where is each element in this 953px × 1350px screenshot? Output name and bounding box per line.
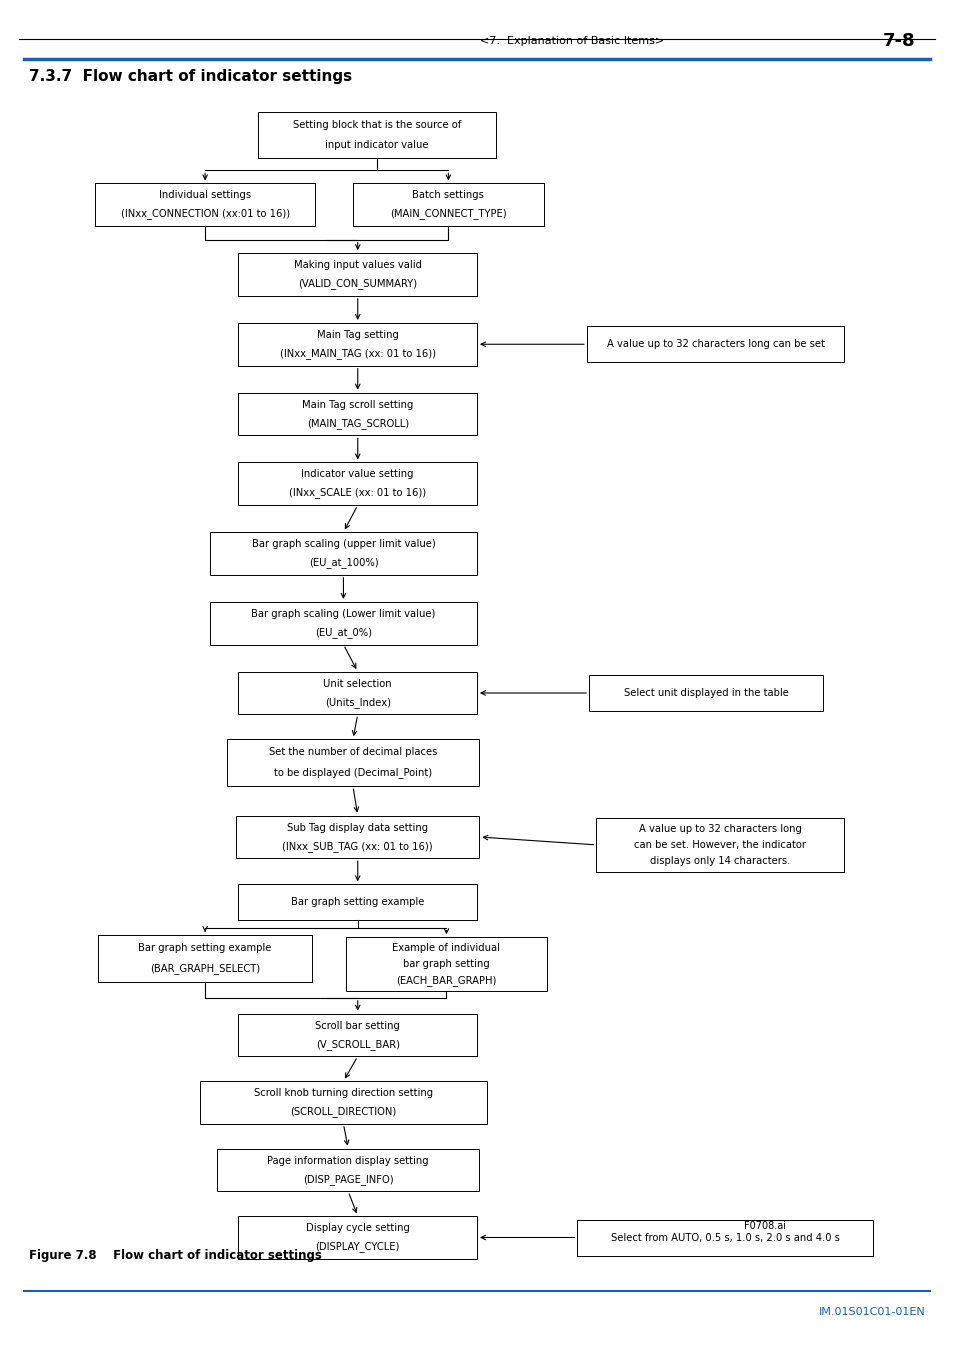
Bar	[200, 1081, 486, 1123]
Text: Set the number of decimal places: Set the number of decimal places	[269, 748, 436, 757]
Text: 7-8: 7-8	[882, 31, 915, 50]
Text: Scroll knob turning direction setting: Scroll knob turning direction setting	[253, 1088, 433, 1098]
Text: F0708.ai: F0708.ai	[743, 1220, 785, 1231]
Text: A value up to 32 characters long can be set: A value up to 32 characters long can be …	[606, 339, 823, 350]
Text: (INxx_CONNECTION (xx:01 to 16)): (INxx_CONNECTION (xx:01 to 16))	[120, 209, 290, 220]
Bar	[586, 327, 843, 362]
Bar	[210, 602, 476, 645]
Text: Indicator value setting: Indicator value setting	[301, 470, 414, 479]
Bar	[238, 1014, 476, 1056]
Text: can be set. However, the indicator: can be set. However, the indicator	[634, 840, 805, 850]
Text: displays only 14 characters.: displays only 14 characters.	[649, 856, 790, 867]
Text: (BAR_GRAPH_SELECT): (BAR_GRAPH_SELECT)	[150, 964, 260, 975]
Text: (DISPLAY_CYCLE): (DISPLAY_CYCLE)	[315, 1242, 399, 1253]
Bar	[596, 818, 843, 872]
Bar	[238, 1216, 476, 1258]
Text: A value up to 32 characters long: A value up to 32 characters long	[639, 824, 801, 833]
Text: input indicator value: input indicator value	[325, 140, 428, 150]
Text: (INxx_SCALE (xx: 01 to 16)): (INxx_SCALE (xx: 01 to 16))	[289, 487, 426, 498]
Text: (INxx_SUB_TAG (xx: 01 to 16)): (INxx_SUB_TAG (xx: 01 to 16))	[282, 841, 433, 852]
Bar	[236, 815, 478, 859]
Text: Display cycle setting: Display cycle setting	[306, 1223, 409, 1233]
Bar	[257, 112, 496, 158]
Bar	[210, 532, 476, 575]
Text: 7.3.7  Flow chart of indicator settings: 7.3.7 Flow chart of indicator settings	[29, 69, 352, 85]
Bar	[238, 884, 476, 921]
Bar	[238, 254, 476, 296]
Text: (V_SCROLL_BAR): (V_SCROLL_BAR)	[315, 1040, 399, 1050]
Bar	[97, 934, 313, 983]
Text: IM.01S01C01-01EN: IM.01S01C01-01EN	[818, 1307, 924, 1318]
Text: bar graph setting: bar graph setting	[403, 958, 489, 969]
Bar	[238, 672, 476, 714]
Text: Main Tag scroll setting: Main Tag scroll setting	[302, 400, 413, 409]
Text: Sub Tag display data setting: Sub Tag display data setting	[287, 822, 428, 833]
Text: (MAIN_CONNECT_TYPE): (MAIN_CONNECT_TYPE)	[390, 209, 506, 220]
Text: Page information display setting: Page information display setting	[267, 1156, 429, 1165]
Text: (VALID_CON_SUMMARY): (VALID_CON_SUMMARY)	[298, 278, 416, 289]
Text: Select from AUTO, 0.5 s, 1.0 s, 2.0 s and 4.0 s: Select from AUTO, 0.5 s, 1.0 s, 2.0 s an…	[610, 1233, 839, 1242]
Text: (INxx_MAIN_TAG (xx: 01 to 16)): (INxx_MAIN_TAG (xx: 01 to 16))	[279, 348, 436, 359]
Text: Bar graph scaling (Lower limit value): Bar graph scaling (Lower limit value)	[251, 609, 436, 618]
Text: (EACH_BAR_GRAPH): (EACH_BAR_GRAPH)	[395, 975, 497, 985]
Bar	[588, 675, 821, 711]
Text: (Units_Index): (Units_Index)	[324, 697, 391, 707]
Bar	[216, 1149, 478, 1191]
Bar	[353, 184, 543, 227]
Bar	[238, 323, 476, 366]
Text: Example of individual: Example of individual	[392, 942, 500, 953]
Text: Bar graph scaling (upper limit value): Bar graph scaling (upper limit value)	[252, 539, 435, 549]
Bar	[238, 463, 476, 505]
Text: Batch settings: Batch settings	[412, 190, 484, 200]
Text: Unit selection: Unit selection	[323, 679, 392, 688]
Text: Main Tag setting: Main Tag setting	[316, 329, 398, 340]
Text: (EU_at_0%): (EU_at_0%)	[314, 628, 372, 639]
Text: Setting block that is the source of: Setting block that is the source of	[293, 120, 460, 130]
Text: (SCROLL_DIRECTION): (SCROLL_DIRECTION)	[290, 1107, 396, 1118]
Text: (DISP_PAGE_INFO): (DISP_PAGE_INFO)	[303, 1174, 393, 1185]
Bar	[346, 937, 546, 991]
Text: Bar graph setting example: Bar graph setting example	[138, 944, 272, 953]
Text: <7.  Explanation of Basic Items>: <7. Explanation of Basic Items>	[479, 35, 664, 46]
Text: Figure 7.8    Flow chart of indicator settings: Figure 7.8 Flow chart of indicator setti…	[29, 1249, 321, 1262]
Text: Bar graph setting example: Bar graph setting example	[291, 898, 424, 907]
Text: Individual settings: Individual settings	[159, 190, 251, 200]
Bar	[95, 184, 314, 227]
Text: Scroll bar setting: Scroll bar setting	[315, 1021, 399, 1030]
Bar	[238, 393, 476, 435]
Text: (EU_at_100%): (EU_at_100%)	[309, 558, 377, 568]
Bar	[577, 1219, 872, 1256]
Text: (MAIN_TAG_SCROLL): (MAIN_TAG_SCROLL)	[306, 418, 409, 429]
Bar	[226, 740, 478, 786]
Text: Select unit displayed in the table: Select unit displayed in the table	[623, 688, 787, 698]
Text: Making input values valid: Making input values valid	[294, 261, 421, 270]
Text: to be displayed (Decimal_Point): to be displayed (Decimal_Point)	[274, 768, 432, 779]
